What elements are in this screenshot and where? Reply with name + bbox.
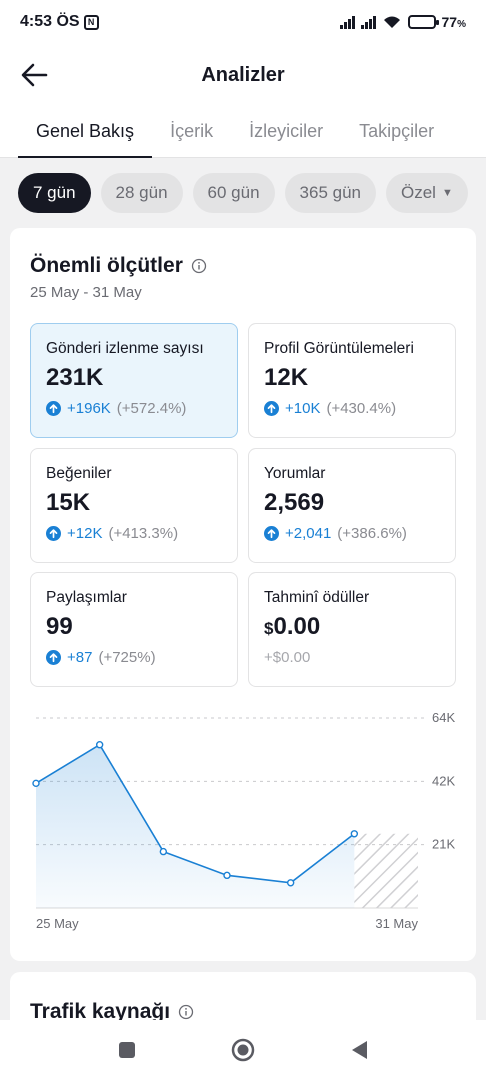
metric-delta: +12K: [67, 525, 103, 542]
circle-icon: [231, 1038, 255, 1062]
arrow-up-icon: [264, 401, 279, 416]
key-metrics-title-row: Önemli ölçütler: [30, 254, 207, 278]
tab-viewers[interactable]: İzleyiciler: [249, 121, 324, 141]
y-tick-label: 21K: [432, 837, 455, 852]
key-metrics-title: Önemli ölçütler: [30, 254, 183, 277]
metric-delta: +196K: [67, 400, 111, 417]
area-fill: [36, 744, 355, 908]
metric-card-post-views[interactable]: Gönderi izlenme sayısı 231K +196K (+572.…: [30, 323, 238, 438]
range-chip-60-days[interactable]: 60 gün: [192, 173, 275, 213]
x-tick-label: 25 May: [36, 916, 79, 931]
metric-percent: (+725%): [98, 649, 156, 666]
metric-value: 2,569: [264, 489, 325, 516]
data-point: [350, 830, 359, 838]
metric-delta: +2,041: [285, 525, 332, 542]
key-metrics-card: Önemli ölçütler 25 May - 31 May Gönderi …: [10, 228, 476, 961]
data-point: [32, 779, 40, 788]
home-button[interactable]: [230, 1037, 256, 1063]
series-line: [35, 743, 355, 884]
status-time-group: 4:53 ÖS N: [20, 13, 340, 31]
metric-change: +12K (+413.3%): [46, 525, 237, 542]
status-bar: 4:53 ÖS N 77%: [0, 0, 486, 44]
metric-percent: (+572.4%): [116, 400, 187, 417]
status-time: 4:53 ÖS: [20, 13, 80, 30]
y-tick-label: 42K: [432, 773, 455, 788]
metric-value: 12K: [264, 364, 309, 391]
triangle-back-icon: [352, 1041, 367, 1059]
app-header: Analizler: [0, 44, 486, 106]
metric-card-likes[interactable]: Beğeniler 15K +12K (+413.3%): [30, 448, 238, 563]
metric-card-comments[interactable]: Yorumlar 2,569 +2,041 (+386.6%): [248, 448, 456, 563]
metric-value: 231K: [46, 364, 104, 391]
metric-value: $0.00: [264, 613, 455, 641]
metric-label: Paylaşımlar: [46, 589, 127, 606]
metric-change: +$0.00: [264, 649, 455, 666]
back-arrow-icon[interactable]: [20, 62, 48, 88]
tab-overview[interactable]: Genel Bakış: [18, 106, 153, 159]
data-point: [223, 871, 231, 880]
metric-change: +2,041 (+386.6%): [264, 525, 455, 542]
signal-icon: [339, 15, 355, 29]
metric-change: +196K (+572.4%): [46, 400, 237, 417]
battery-percent: 77%: [441, 14, 466, 30]
y-tick-label: 64K: [432, 710, 455, 725]
metric-percent: (+430.4%): [326, 400, 397, 417]
range-chip-custom-label: Özel: [401, 183, 436, 202]
info-icon[interactable]: [191, 258, 207, 274]
system-nav-bar: [0, 1020, 486, 1080]
info-icon[interactable]: [178, 1004, 194, 1020]
views-trend-chart: 21K 42K 64K 25 May 31 May: [32, 710, 455, 931]
traffic-title: Trafik kaynağı: [30, 1000, 171, 1023]
metric-label: Tahminî ödüller: [264, 589, 370, 606]
square-icon: [119, 1042, 135, 1058]
arrow-up-icon: [46, 650, 61, 665]
metric-delta: +$0.00: [264, 649, 311, 666]
metric-percent: (+386.6%): [337, 525, 407, 542]
metric-delta: +10K: [285, 400, 321, 417]
metric-value: 99: [46, 613, 73, 640]
range-chip-365-days[interactable]: 365 gün: [284, 173, 376, 213]
signal-icon-2: [360, 15, 376, 29]
range-chip-28-days[interactable]: 28 gün: [100, 173, 183, 213]
status-icons: 77%: [339, 14, 466, 30]
tab-bar: Genel Bakış İçerik İzleyiciler Takipçile…: [0, 106, 486, 159]
back-button[interactable]: [346, 1037, 372, 1063]
currency-symbol: $: [264, 619, 274, 638]
metric-change: +87 (+725%): [46, 649, 237, 666]
traffic-title-row: Trafik kaynağı: [30, 1000, 194, 1024]
metric-card-profile-views[interactable]: Profil Görüntülemeleri 12K +10K (+430.4%…: [248, 323, 456, 438]
recents-button[interactable]: [114, 1037, 140, 1063]
metric-label: Profil Görüntülemeleri: [264, 340, 414, 357]
data-point: [95, 741, 104, 749]
metric-card-estimated-rewards[interactable]: Tahminî ödüller $0.00 +$0.00: [248, 572, 456, 687]
battery-icon: [407, 15, 439, 29]
date-range-label: 25 May - 31 May: [30, 284, 142, 301]
metric-delta: +87: [67, 649, 93, 666]
metric-amount: 0.00: [273, 613, 321, 640]
metric-card-shares[interactable]: Paylaşımlar 99 +87 (+725%): [30, 572, 238, 687]
arrow-up-icon: [264, 526, 279, 541]
metric-label: Yorumlar: [264, 465, 326, 482]
page-title: Analizler: [201, 63, 285, 86]
metric-value: 15K: [46, 489, 91, 516]
range-chip-7-days[interactable]: 7 gün: [18, 173, 91, 213]
arrow-up-icon: [46, 526, 61, 541]
x-tick-label: 31 May: [375, 916, 418, 931]
metric-label: Gönderi izlenme sayısı: [46, 340, 204, 357]
metric-label: Beğeniler: [46, 465, 112, 482]
tab-content[interactable]: İçerik: [170, 121, 214, 141]
date-range-chips: 7 gün 28 gün 60 gün 365 gün Özel ▼: [0, 158, 486, 228]
metric-change: +10K (+430.4%): [264, 400, 455, 417]
range-chip-custom[interactable]: Özel ▼: [386, 173, 468, 213]
caret-down-icon: ▼: [441, 187, 453, 199]
data-point: [286, 879, 295, 887]
arrow-up-icon: [46, 401, 61, 416]
metric-percent: (+413.3%): [108, 525, 179, 542]
incomplete-period-hatch: [354, 833, 418, 908]
nfc-icon: N: [83, 14, 99, 30]
data-point: [159, 847, 168, 856]
tab-followers[interactable]: Takipçiler: [359, 121, 435, 141]
wifi-icon: [383, 16, 400, 28]
